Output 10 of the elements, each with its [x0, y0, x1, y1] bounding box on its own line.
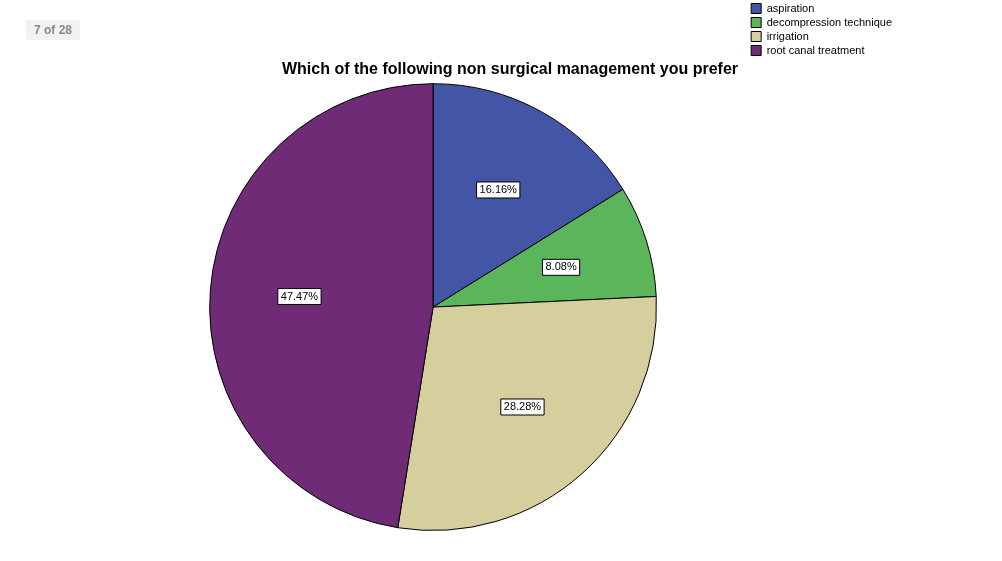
data-label: 8.08% [545, 260, 577, 273]
legend-label: root canal treatment [766, 43, 865, 56]
data-label: 47.47% [280, 289, 319, 302]
legend-label: decompression technique [766, 15, 892, 28]
data-label: 16.16% [479, 183, 518, 195]
data-label: 28.28% [503, 400, 542, 413]
legend-label: aspiration [766, 1, 815, 14]
legend-label: irrigation [766, 29, 809, 42]
text: 7 of 28 [26, 20, 81, 40]
text: Which of the following non surgical management you prefer [281, 60, 739, 78]
